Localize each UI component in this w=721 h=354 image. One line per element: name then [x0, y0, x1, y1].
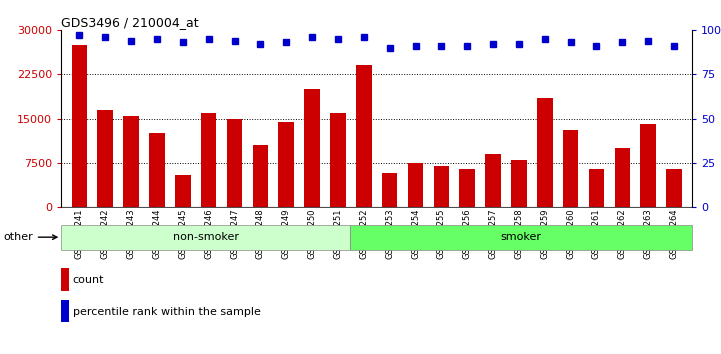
Bar — [640, 125, 656, 207]
Bar — [408, 163, 423, 207]
Bar — [511, 160, 526, 207]
Text: GDS3496 / 210004_at: GDS3496 / 210004_at — [61, 16, 199, 29]
Text: percentile rank within the sample: percentile rank within the sample — [73, 307, 261, 317]
Text: other: other — [3, 232, 57, 242]
Text: smoker: smoker — [501, 232, 541, 242]
Bar — [614, 148, 630, 207]
Bar — [71, 45, 87, 207]
Bar — [666, 169, 682, 207]
Bar — [123, 116, 139, 207]
Bar — [382, 173, 397, 207]
Text: non-smoker: non-smoker — [173, 232, 239, 242]
Bar — [304, 89, 320, 207]
Bar — [459, 169, 475, 207]
Bar — [149, 133, 164, 207]
Bar — [227, 119, 242, 207]
Bar — [278, 121, 294, 207]
Text: count: count — [73, 275, 105, 285]
Bar — [201, 113, 216, 207]
Bar — [589, 169, 604, 207]
Bar — [350, 225, 692, 250]
Bar — [433, 166, 449, 207]
Bar — [61, 268, 69, 291]
Bar — [485, 154, 501, 207]
Bar — [330, 113, 345, 207]
Bar — [61, 225, 350, 250]
Bar — [563, 130, 578, 207]
Bar — [61, 300, 69, 322]
Bar — [537, 98, 552, 207]
Bar — [97, 110, 113, 207]
Bar — [175, 175, 190, 207]
Bar — [252, 145, 268, 207]
Bar — [356, 65, 371, 207]
